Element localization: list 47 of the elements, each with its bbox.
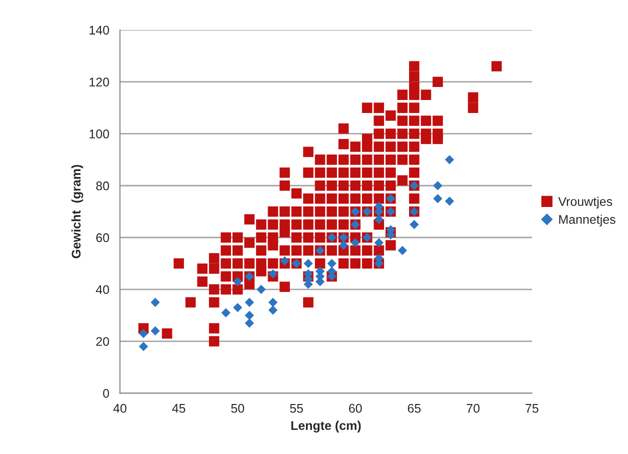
point: [221, 308, 230, 318]
point: [338, 240, 348, 250]
point: [150, 298, 160, 307]
point: [150, 326, 160, 336]
y-tick-label: 20: [96, 337, 110, 346]
point: [244, 310, 254, 320]
x-tick-label: 55: [290, 404, 303, 413]
point: [244, 298, 254, 307]
point: [138, 328, 148, 338]
y-tick-label: 100: [90, 130, 110, 138]
legend-label: Vrouwtjes: [558, 196, 612, 208]
point: [268, 298, 278, 307]
point: [233, 277, 242, 286]
point: [433, 194, 442, 204]
legend-label: Mannetjes: [559, 214, 616, 226]
y-tick-label: 140: [90, 26, 110, 35]
point: [327, 258, 336, 268]
x-tick-label: 60: [349, 404, 362, 413]
x-tick-label: 40: [113, 404, 126, 413]
point: [410, 220, 419, 230]
point: [304, 258, 313, 268]
x-tick-label: 75: [526, 404, 538, 413]
point: [444, 155, 454, 164]
point: [374, 238, 384, 248]
point: [138, 342, 148, 352]
y-tick-label: 40: [96, 285, 110, 294]
y-axis-title: Gewicht (gram): [71, 164, 84, 258]
point: [268, 269, 278, 278]
point: [233, 302, 242, 312]
x-tick-label: 70: [466, 404, 480, 413]
y-tick-label: 60: [96, 233, 110, 242]
point: [268, 306, 278, 315]
x-tick-label: 65: [408, 404, 421, 413]
x-axis-title: Lengte (cm): [291, 420, 361, 432]
y-tick-label: 120: [90, 78, 110, 86]
x-tick-label: 50: [231, 404, 244, 413]
point: [350, 238, 360, 248]
y-tick-label: 80: [96, 181, 110, 190]
point: [280, 256, 290, 266]
y-tick-label: 0: [103, 388, 110, 398]
point: [433, 181, 442, 190]
x-tick-label: 45: [172, 404, 186, 413]
point: [256, 284, 266, 294]
point: [244, 318, 254, 328]
point: [398, 246, 408, 256]
point: [444, 196, 454, 206]
point: [374, 214, 384, 224]
